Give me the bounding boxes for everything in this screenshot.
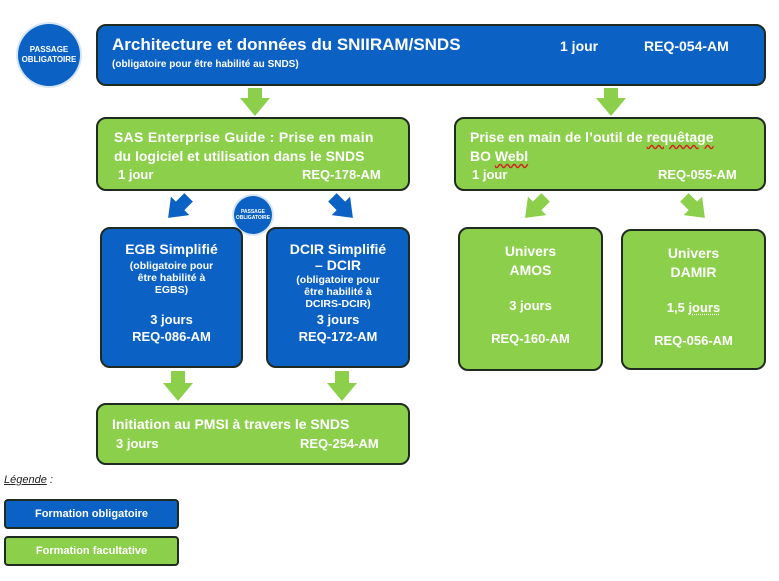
legend-title-colon: : <box>46 474 53 486</box>
pmsi-initiation-box: Initiation au PMSI à travers le SNDS 3 j… <box>96 403 410 465</box>
arrow-top-to-bo <box>596 88 626 116</box>
bo-line-1: Prise en main de l’outil de requêtage <box>470 129 714 145</box>
damir-duration: 1,5 jours <box>623 300 764 315</box>
egb-code: REQ-086-AM <box>132 329 211 344</box>
egb-note-1: (obligatoire pour <box>129 260 214 272</box>
dcir-title-2: – DCIR <box>315 257 361 273</box>
arrow-sas-to-egb <box>168 193 193 218</box>
pmsi-code: REQ-254-AM <box>300 436 379 451</box>
bo-code: REQ-055-AM <box>658 167 737 182</box>
dcir-note-2: être habilité à <box>304 286 372 298</box>
amos-title-2: AMOS <box>509 262 552 278</box>
legend-mandatory: Formation obligatoire <box>4 499 179 529</box>
bo-line-1a: Prise en main de l’outil de <box>470 129 647 145</box>
sas-line-2: du logiciel et utilisation dans le SNDS <box>114 148 365 164</box>
pmsi-duration: 3 jours <box>116 436 159 451</box>
egb-note-2: être habilité à <box>137 272 206 284</box>
univers-damir-box: Univers DAMIR 1,5 jours REQ-056-AM <box>621 229 766 370</box>
dcir-title-1: DCIR Simplifié <box>289 241 387 257</box>
legend-title: Légende : <box>4 474 53 486</box>
bo-line-1b: requêtage <box>646 129 714 145</box>
bo-line-2a: BO <box>470 148 495 164</box>
passage-obligatoire-small-badge: PASSAGE OBLIGATOIRE <box>234 196 272 234</box>
amos-code: REQ-160-AM <box>491 331 570 346</box>
small-badge-line-1: PASSAGE <box>240 209 266 215</box>
legend-optional-label: Formation facultative <box>35 545 148 557</box>
egb-duration: 3 jours <box>150 312 193 327</box>
arrow-bo-to-damir <box>680 193 705 218</box>
damir-title-2: DAMIR <box>670 264 717 280</box>
egb-title: EGB Simplifié <box>125 241 218 257</box>
sas-code: REQ-178-AM <box>302 167 381 182</box>
dcir-simplifie-box: DCIR Simplifié – DCIR (obligatoire pour … <box>266 227 410 368</box>
legend-mandatory-label: Formation obligatoire <box>34 508 149 520</box>
amos-title-1: Univers <box>504 243 557 259</box>
small-badge-line-2: OBLIGATOIRE <box>235 215 271 221</box>
dcir-note-3: DCIRS-DCIR) <box>305 298 371 310</box>
sas-enterprise-guide-box: SAS Enterprise Guide : Prise en main du … <box>96 117 410 191</box>
dcir-code: REQ-172-AM <box>298 329 378 344</box>
badge-line-1: PASSAGE <box>29 45 69 54</box>
pmsi-title: Initiation au PMSI à travers le SNDS <box>112 416 350 432</box>
amos-duration: 3 jours <box>509 298 552 313</box>
damir-duration-a: 1,5 <box>666 300 689 315</box>
univers-amos-box: Univers AMOS 3 jours REQ-160-AM <box>458 227 603 371</box>
bo-duration: 1 jour <box>472 167 508 182</box>
egb-note-3: EGBS) <box>154 284 189 296</box>
egb-simplifie-box: EGB Simplifié (obligatoire pour être hab… <box>100 227 243 368</box>
sas-duration: 1 jour <box>118 167 154 182</box>
sniiram-duration: 1 jour <box>560 38 599 54</box>
sniiram-subtitle: (obligatoire pour être habilité au SNDS) <box>112 59 299 70</box>
bo-line-2b: Webl <box>494 148 529 164</box>
sniiram-code: REQ-054-AM <box>644 38 729 54</box>
sas-line-1: SAS Enterprise Guide : Prise en main <box>114 129 374 145</box>
damir-code: REQ-056-AM <box>654 333 733 348</box>
arrow-top-to-sas <box>240 88 270 116</box>
arrow-bo-to-amos <box>525 193 550 218</box>
dcir-note-1: (obligatoire pour <box>296 274 380 286</box>
legend-title-text: Légende <box>4 474 47 486</box>
arrow-egb-to-pmsi <box>163 371 193 401</box>
arrow-dcir-to-pmsi <box>327 371 357 401</box>
bo-line-2: BO Webl <box>470 148 528 164</box>
legend-optional: Formation facultative <box>4 536 179 566</box>
dcir-duration: 3 jours <box>316 312 360 327</box>
sniiram-snds-course-box: Architecture et données du SNIIRAM/SNDS … <box>96 24 766 86</box>
arrow-sas-to-dcir <box>328 193 353 218</box>
bo-webi-box: Prise en main de l’outil de requêtage BO… <box>454 117 766 191</box>
damir-duration-b: jours <box>688 300 721 315</box>
badge-line-2: OBLIGATOIRE <box>21 55 77 64</box>
passage-obligatoire-badge: PASSAGE OBLIGATOIRE <box>18 24 80 86</box>
damir-title-1: Univers <box>667 245 720 261</box>
sniiram-title: Architecture et données du SNIIRAM/SNDS <box>112 35 461 54</box>
